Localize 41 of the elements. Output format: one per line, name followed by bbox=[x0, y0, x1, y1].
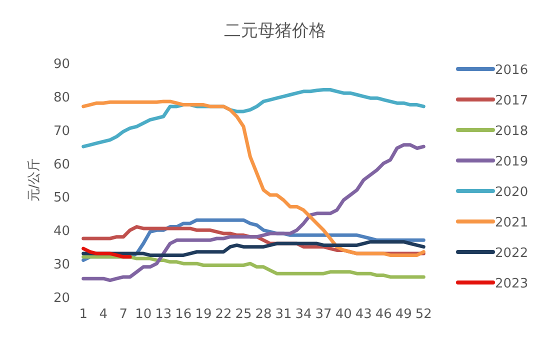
y-tick-label: 50 bbox=[53, 190, 70, 206]
x-tick-label: 1 bbox=[79, 307, 88, 322]
x-tick-label: 4 bbox=[99, 307, 108, 322]
x-tick-label: 28 bbox=[255, 307, 272, 322]
y-axis-title: 元/公斤 bbox=[27, 158, 42, 202]
legend-label: 2017 bbox=[495, 94, 528, 108]
legend-label: 2023 bbox=[495, 276, 528, 292]
x-tick-label: 7 bbox=[119, 307, 128, 322]
x-tick-label: 37 bbox=[315, 307, 332, 322]
line-series bbox=[82, 100, 426, 257]
legend-label: 2018 bbox=[495, 124, 528, 139]
chart-title: 二元母猪价格 bbox=[224, 21, 326, 41]
x-tick-label: 10 bbox=[135, 307, 152, 322]
x-tick-label: 16 bbox=[175, 307, 192, 322]
x-tick-label: 25 bbox=[235, 307, 252, 322]
legend-label: 2019 bbox=[495, 154, 528, 170]
x-tick-label: 13 bbox=[155, 307, 172, 322]
x-tick-label: 52 bbox=[415, 307, 432, 322]
y-tick-label: 60 bbox=[53, 157, 70, 172]
x-tick-label: 34 bbox=[295, 307, 312, 322]
y-tick-label: 30 bbox=[53, 258, 70, 273]
x-tick-label: 43 bbox=[355, 307, 372, 322]
legend-label: 2020 bbox=[495, 185, 528, 200]
line-series bbox=[82, 240, 426, 257]
y-tick-label: 90 bbox=[53, 57, 70, 72]
y-tick-label: 20 bbox=[53, 291, 70, 306]
legend-label: 2022 bbox=[495, 246, 528, 261]
x-tick-label: 22 bbox=[215, 307, 232, 322]
y-tick-label: 70 bbox=[53, 124, 70, 139]
y-tick-label: 80 bbox=[53, 90, 70, 106]
x-tick-label: 19 bbox=[195, 307, 212, 322]
line-series bbox=[82, 143, 426, 282]
legend-label: 2021 bbox=[495, 216, 528, 230]
x-tick-label: 49 bbox=[395, 307, 412, 322]
x-tick-label: 46 bbox=[375, 307, 392, 322]
legend-label: 2016 bbox=[495, 63, 528, 78]
y-tick-label: 40 bbox=[53, 224, 70, 240]
x-tick-label: 40 bbox=[335, 307, 352, 322]
line-series bbox=[82, 246, 132, 259]
line-series bbox=[82, 255, 426, 279]
x-tick-label: 31 bbox=[275, 307, 292, 322]
